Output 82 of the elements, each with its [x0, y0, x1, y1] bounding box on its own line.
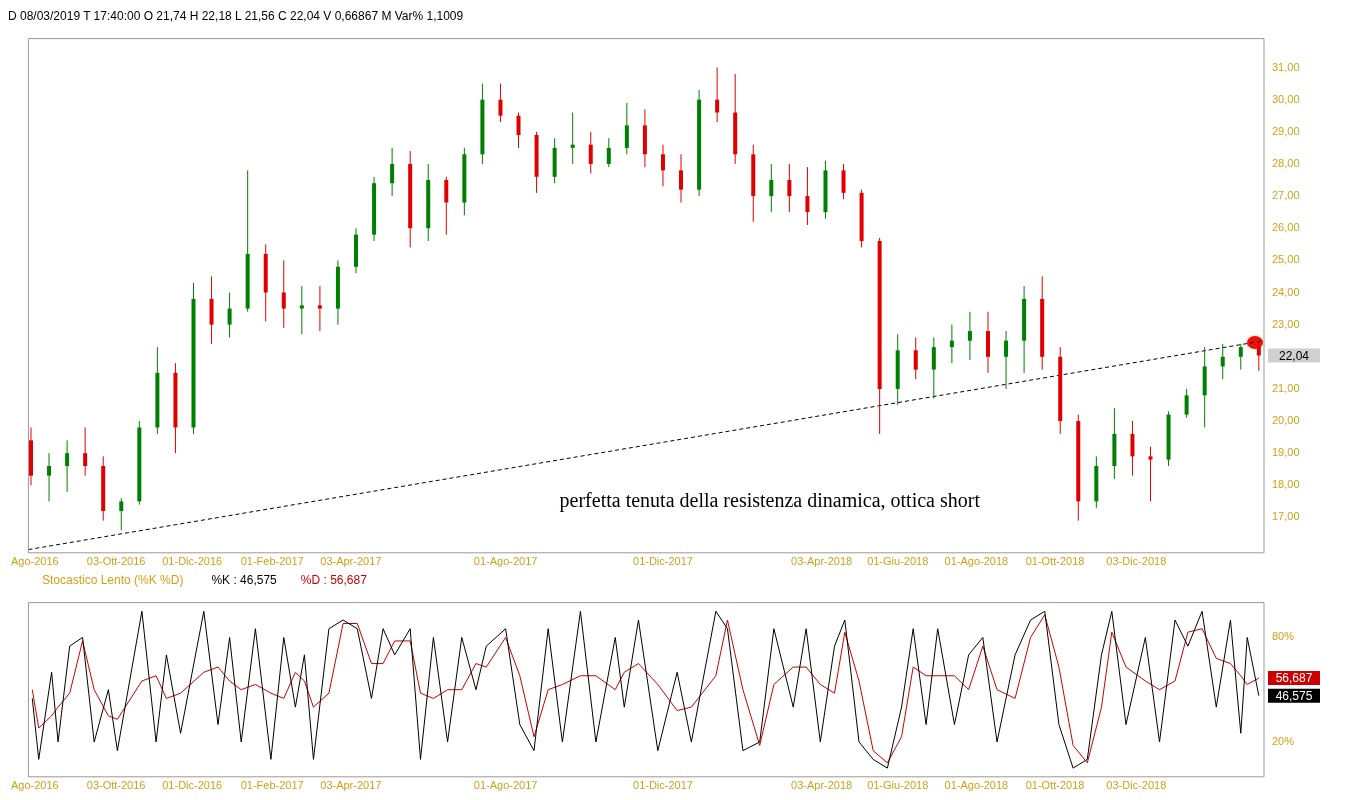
candlestick — [498, 83, 503, 123]
candlestick — [624, 102, 629, 155]
candlestick — [390, 147, 395, 197]
candlestick — [444, 176, 449, 236]
y-tick-label: 23,00 — [1272, 317, 1300, 330]
x-tick-label: 01-Dic-2017 — [633, 555, 693, 568]
y-tick-label: 31,00 — [1272, 60, 1300, 73]
candlestick — [1256, 340, 1261, 372]
x-tick-label: 01-Feb-2017 — [240, 779, 304, 792]
y-tick-label: 26,00 — [1272, 221, 1300, 234]
candlestick — [841, 163, 846, 200]
candlestick — [281, 259, 286, 329]
x-tick-label: 03-Ott-2016 — [86, 555, 146, 568]
text: 22,04 — [1278, 348, 1310, 363]
x-tick-label: 03-Apr-2018 — [791, 555, 853, 568]
candlestick — [949, 324, 954, 364]
candlestick — [913, 336, 918, 380]
annotation: perfetta tenuta della resistenza dinamica, ottica short — [559, 488, 981, 512]
candlestick — [769, 163, 774, 213]
x-tick-label: 03-Apr-2018 — [791, 779, 853, 792]
x-tick-label: 01-Dic-2017 — [633, 779, 693, 792]
y-tick-label: 18,00 — [1272, 478, 1300, 491]
candlestick — [570, 112, 575, 165]
x-tick-label: 01-Ago-2018 — [944, 779, 1009, 792]
candlestick — [317, 285, 322, 332]
y-tick-label: 20,00 — [1272, 414, 1300, 427]
candlestick — [967, 311, 972, 361]
text: 56,687 — [1275, 671, 1313, 686]
candlestick — [606, 137, 611, 168]
candlestick — [1148, 446, 1153, 502]
chart-title: Stocastico Lento (%K %D) — [42, 573, 184, 587]
candlestick — [787, 163, 792, 213]
y-tick-label: 27,00 — [1272, 189, 1300, 202]
x-tick-label: Ago-2016 — [10, 555, 59, 568]
x-tick-label: 03-Dic-2018 — [1106, 779, 1167, 792]
candlestick — [715, 67, 720, 123]
candlestick — [660, 144, 665, 187]
candlestick — [299, 285, 304, 335]
candlestick — [65, 439, 70, 493]
y-tick-label: 21,00 — [1272, 381, 1300, 394]
x-tick-label: 01-Ott-2018 — [1025, 555, 1085, 568]
candlestick — [1130, 420, 1135, 477]
candlestick — [1238, 343, 1243, 371]
y-tick-label: 30,00 — [1272, 92, 1300, 105]
candlestick — [47, 452, 52, 502]
candlestick — [805, 166, 810, 226]
candlestick — [1184, 388, 1189, 419]
candlestick — [1004, 330, 1009, 390]
y-tick-label: 19,00 — [1272, 446, 1300, 459]
y-tick-label: 25,00 — [1272, 253, 1300, 266]
y-tick-label: 80% — [1272, 630, 1295, 643]
x-tick-label: 03-Apr-2017 — [320, 779, 382, 792]
x-tick-label: 01-Dic-2016 — [162, 779, 223, 792]
y-tick-label: 17,00 — [1272, 510, 1300, 523]
y-tick-label: 29,00 — [1272, 124, 1300, 137]
x-tick-label: 01-Dic-2016 — [162, 555, 223, 568]
x-tick-label: 01-Giu-2018 — [867, 555, 929, 568]
candlestick — [227, 291, 232, 338]
y-tick-label: 28,00 — [1272, 156, 1300, 169]
candlestick — [83, 426, 88, 477]
x-tick-label: 03-Apr-2017 — [320, 555, 382, 568]
x-tick-label: 03-Ott-2016 — [86, 779, 146, 792]
candlestick — [119, 497, 124, 531]
candlestick — [516, 112, 521, 149]
x-tick-label: 01-Ago-2017 — [473, 779, 538, 792]
text: %D : 56,687 — [300, 573, 367, 587]
x-tick-label: 01-Feb-2017 — [240, 555, 304, 568]
chart-subtitle: D 08/03/2019 T 17:40:00 O 21,74 H 22,18 L 21,56 C 22,04 V 0,66867 M Var% 1,1009 — [8, 9, 464, 23]
x-tick-label: 01-Ago-2018 — [944, 555, 1009, 568]
candlestick — [588, 131, 593, 175]
candlestick — [931, 336, 936, 400]
text: %K : 46,575 — [211, 573, 277, 587]
x-tick-label: 01-Giu-2018 — [867, 779, 929, 792]
x-tick-label: Ago-2016 — [10, 779, 59, 792]
candlestick — [1220, 343, 1225, 380]
x-tick-label: 01-Ago-2017 — [473, 555, 538, 568]
y-tick-label: 24,00 — [1272, 285, 1300, 298]
y-tick-label: 20% — [1272, 734, 1295, 747]
x-tick-label: 03-Dic-2018 — [1106, 555, 1167, 568]
candlestick — [679, 153, 684, 203]
x-tick-label: 01-Ott-2018 — [1025, 779, 1085, 792]
text: 46,575 — [1275, 688, 1313, 703]
